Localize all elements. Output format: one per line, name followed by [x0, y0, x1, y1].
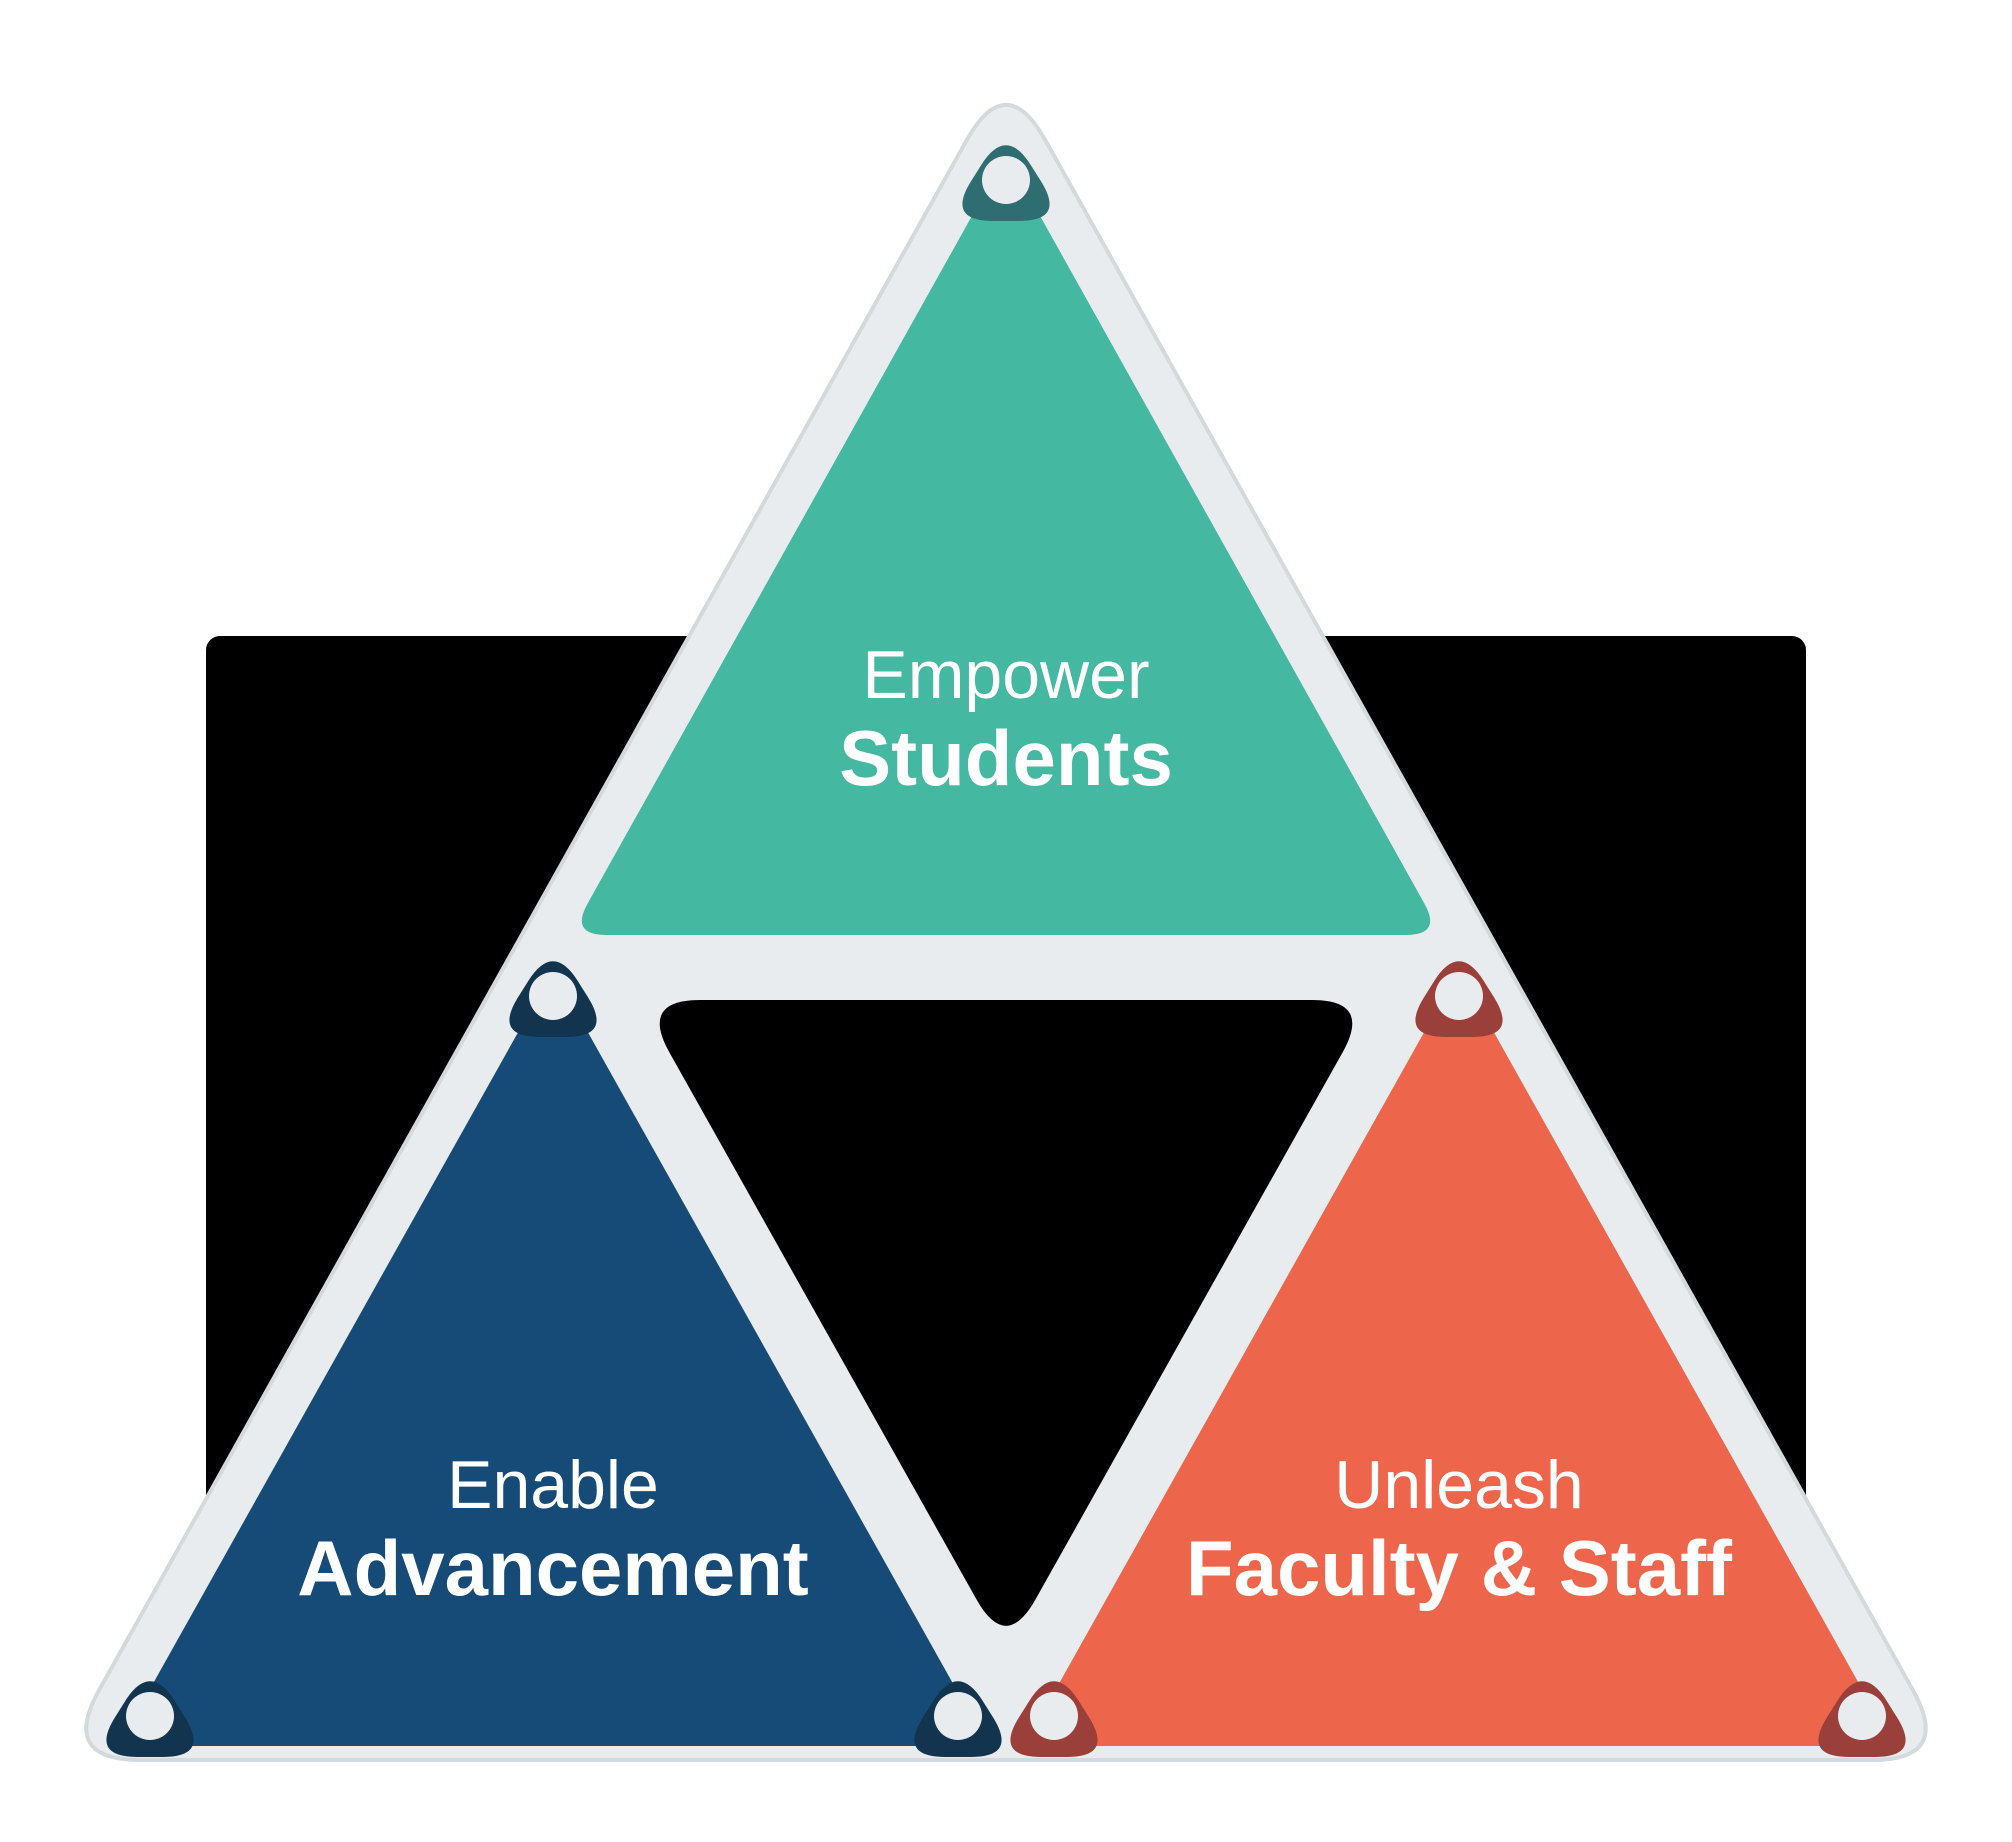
diagram-stage: Empower Students Enable Advancement Unle…	[0, 0, 2012, 1842]
triangle-diagram-svg	[0, 0, 2012, 1842]
